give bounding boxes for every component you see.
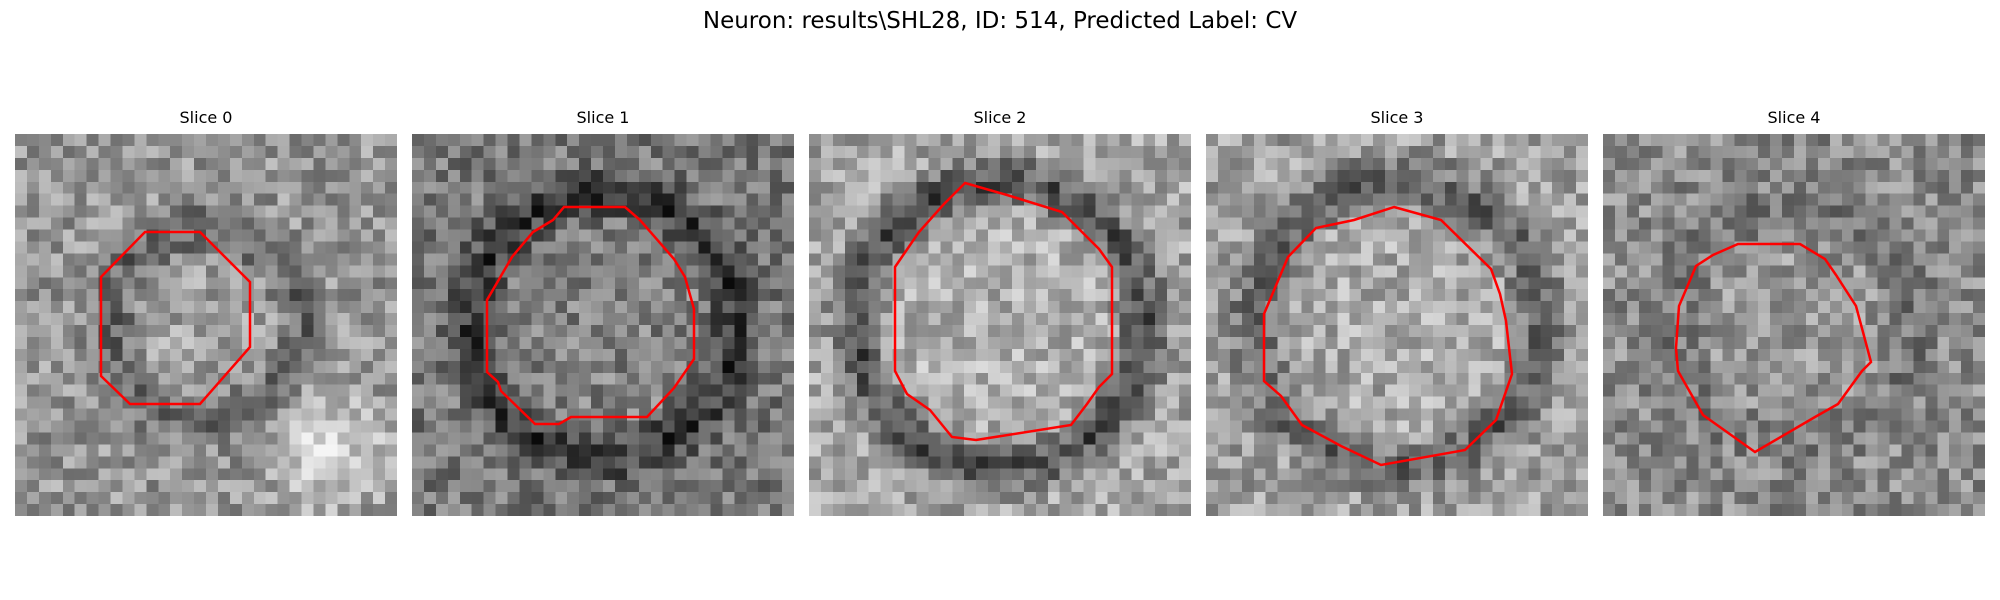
slice-panel-1: Slice 1 [412, 108, 794, 516]
segmentation-contour-2 [893, 181, 1114, 442]
slice-image-1 [412, 134, 794, 516]
figure-title: Neuron: results\SHL28, ID: 514, Predicte… [702, 8, 1298, 34]
slice-panel-0: Slice 0 [15, 108, 397, 516]
slice-title-2: Slice 2 [973, 108, 1027, 127]
slice-image-4 [1603, 134, 1985, 516]
segmentation-contour-3 [1262, 205, 1514, 467]
slice-panel-4: Slice 4 [1603, 108, 1985, 516]
slice-panel-2: Slice 2 [809, 108, 1191, 516]
segmentation-contour-4 [1674, 242, 1873, 454]
segmentation-contour-0 [99, 230, 252, 406]
slice-image-3 [1206, 134, 1588, 516]
slice-title-0: Slice 0 [179, 108, 233, 127]
slice-title-4: Slice 4 [1767, 108, 1821, 127]
segmentation-contour-1 [485, 205, 696, 426]
slice-image-0 [15, 134, 397, 516]
slice-image-2 [809, 134, 1191, 516]
slice-title-1: Slice 1 [576, 108, 630, 127]
slice-title-3: Slice 3 [1370, 108, 1424, 127]
slice-panel-3: Slice 3 [1206, 108, 1588, 516]
